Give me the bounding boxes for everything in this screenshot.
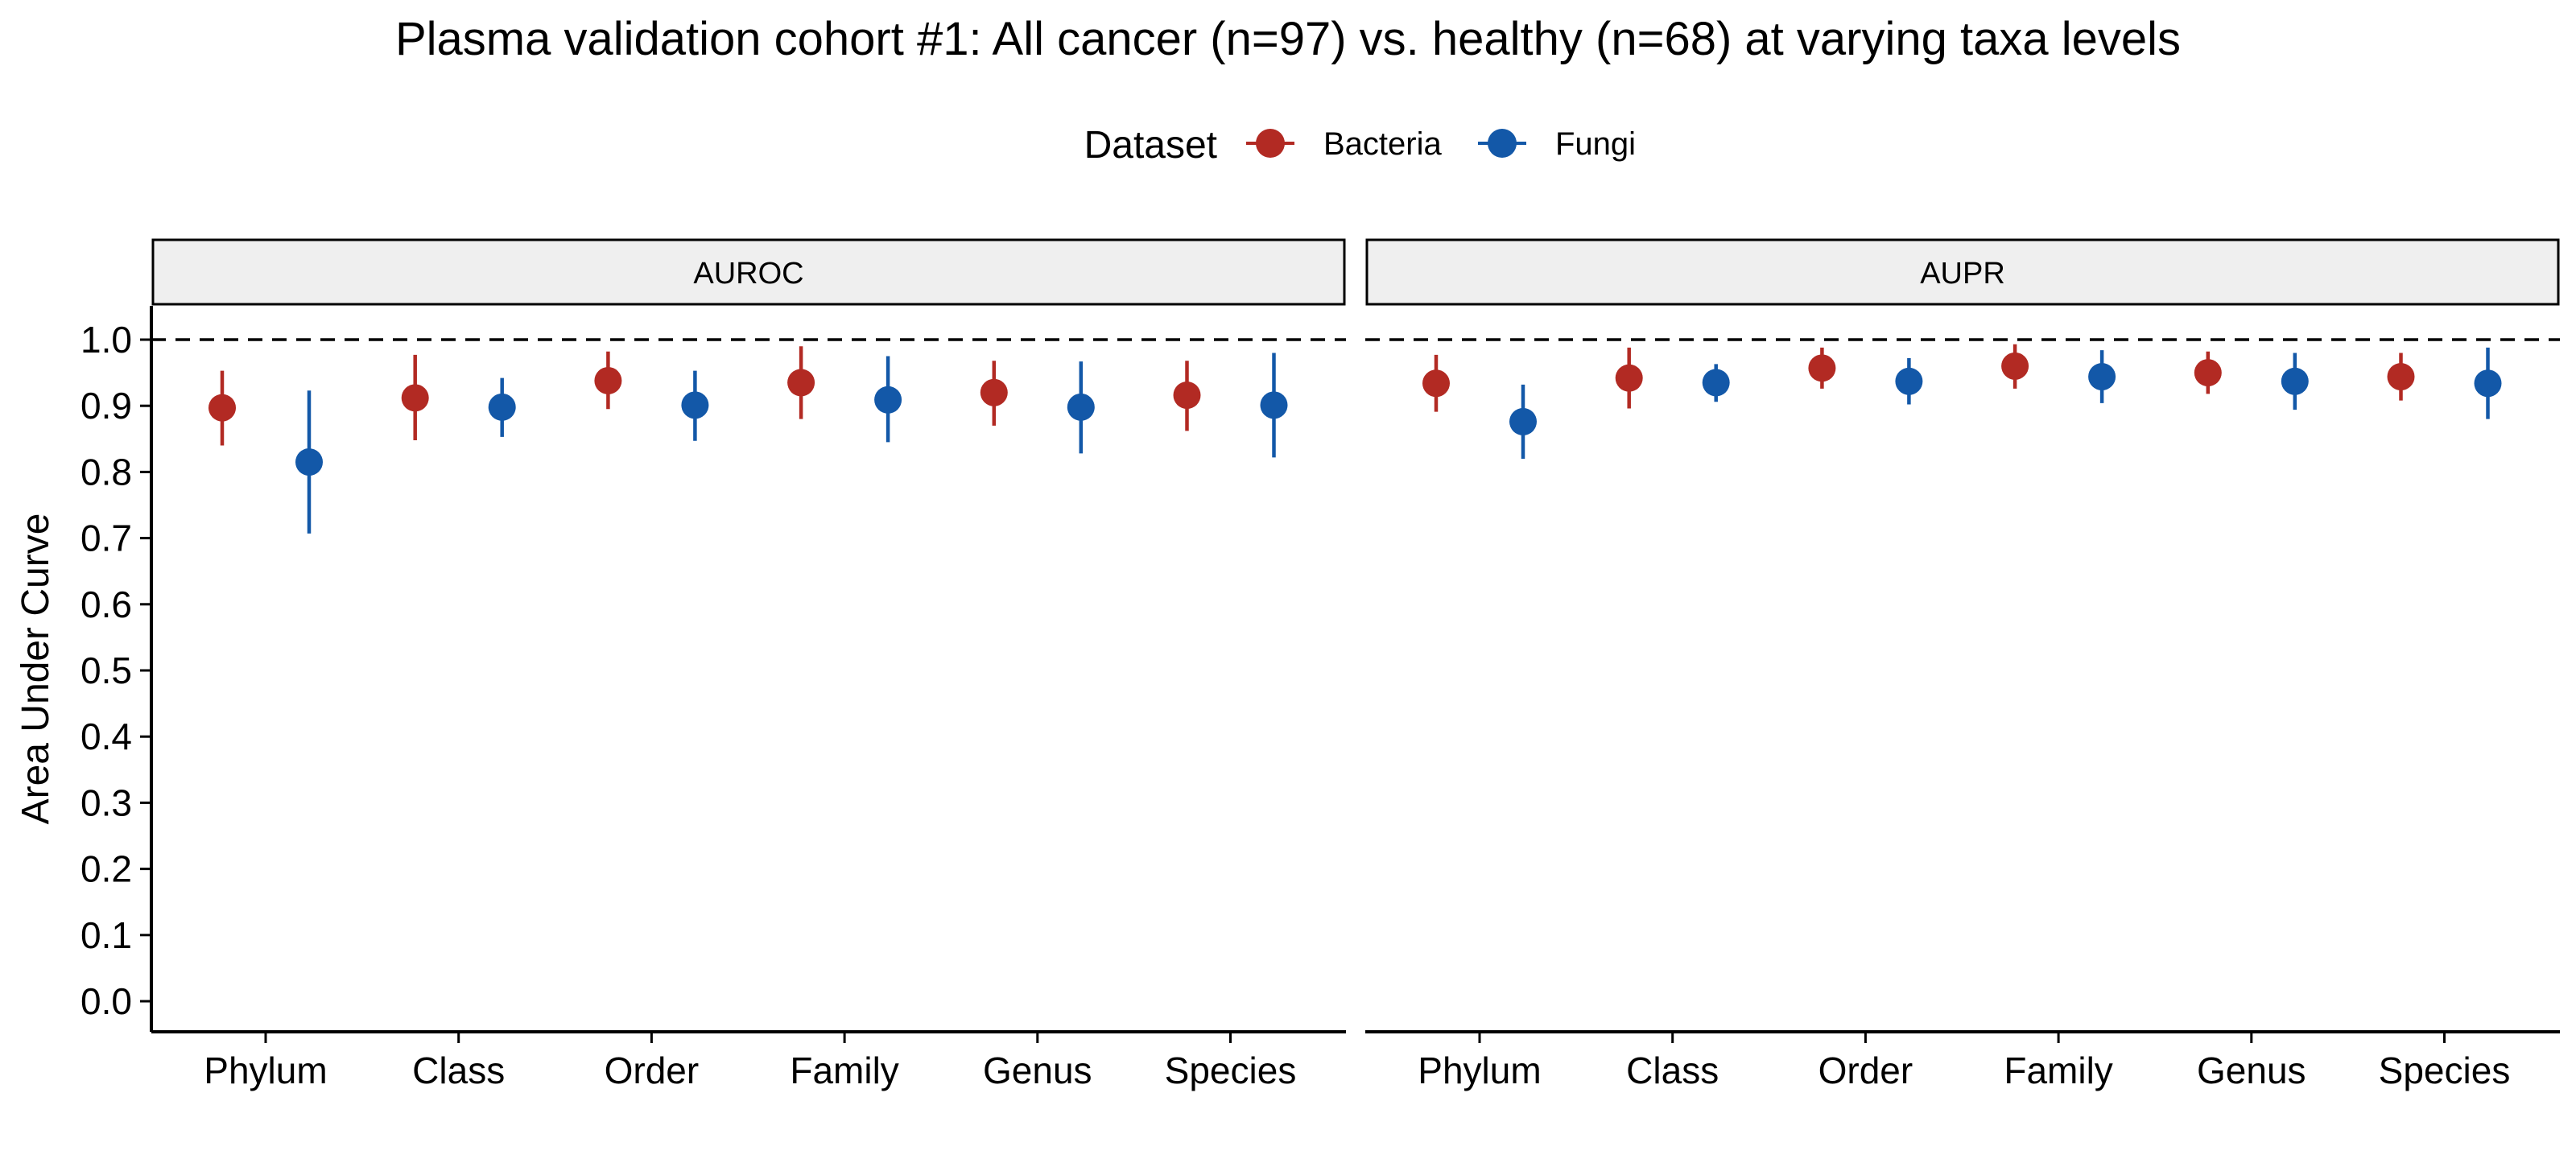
data-point	[1173, 381, 1201, 410]
series-fungi	[1509, 347, 2502, 459]
y-tick-label: 0.0	[80, 980, 132, 1022]
data-point	[1615, 364, 1643, 392]
panel-strip-label: AUROC	[693, 257, 803, 291]
y-tick-label: 0.8	[80, 451, 132, 493]
panel-strip	[151, 238, 1346, 306]
legend-item-bacteria: Bacteria	[1246, 126, 1442, 162]
y-tick-label: 0.1	[80, 914, 132, 956]
data-point	[2001, 352, 2029, 380]
x-tick-label: Phylum	[1418, 1050, 1541, 1091]
data-point	[1260, 391, 1288, 419]
x-tick-label: Family	[790, 1050, 898, 1091]
x-tick-label: Family	[2004, 1050, 2112, 1091]
data-point	[1808, 354, 1836, 382]
y-tick-label: 0.4	[80, 716, 132, 757]
y-tick-label: 0.5	[80, 650, 132, 691]
x-tick-label: Order	[605, 1050, 700, 1091]
data-point	[874, 386, 902, 414]
legend-marker	[1256, 129, 1285, 158]
data-point	[2088, 363, 2116, 391]
data-point	[2194, 359, 2222, 387]
data-point	[681, 391, 709, 419]
x-tick-label: Class	[412, 1050, 505, 1091]
legend-item-fungi: Fungi	[1478, 126, 1636, 162]
data-point	[787, 369, 815, 397]
y-tick-label: 1.0	[80, 319, 132, 361]
series-bacteria	[208, 346, 1201, 446]
y-tick-label: 0.3	[80, 782, 132, 823]
y-tick-label: 0.7	[80, 518, 132, 559]
x-tick-label: Genus	[983, 1050, 1092, 1091]
y-tick-label: 0.9	[80, 385, 132, 427]
legend-marker	[1488, 129, 1517, 158]
data-point	[594, 366, 622, 394]
data-point	[1422, 369, 1450, 398]
data-point	[1509, 407, 1537, 435]
data-point	[488, 393, 516, 421]
x-tick-label: Species	[1165, 1050, 1297, 1091]
data-point	[1067, 393, 1095, 421]
legend: Dataset Bacteria Fungi	[1084, 124, 1636, 167]
data-point	[2474, 369, 2502, 398]
data-point	[1895, 367, 1923, 395]
legend-title: Dataset	[1084, 124, 1217, 167]
y-tick-label: 0.6	[80, 584, 132, 625]
chart-title: Plasma validation cohort #1: All cancer …	[395, 13, 2181, 65]
x-tick-label: Species	[2379, 1050, 2511, 1091]
legend-label: Fungi	[1555, 126, 1636, 162]
y-tick-label: 0.2	[80, 848, 132, 890]
panel-strip-label: AUPR	[1920, 257, 2005, 291]
legend-label: Bacteria	[1323, 126, 1442, 162]
panels: AUROC 0.0 0.1 0.2 0.3 0.4 0.5 0.6 0.7 0.8 0.9 1.0 Ph…	[80, 238, 2560, 1091]
data-point	[980, 378, 1008, 406]
data-point	[208, 394, 236, 422]
panel-strip	[1365, 238, 2560, 306]
x-tick-label: Class	[1626, 1050, 1719, 1091]
data-point	[295, 448, 323, 476]
x-tick-label: Order	[1818, 1050, 1913, 1091]
y-axis-title: Area Under Curve	[14, 513, 57, 825]
series-bacteria	[1422, 344, 2415, 412]
panel-auroc: AUROC 0.0 0.1 0.2 0.3 0.4 0.5 0.6 0.7 0.8 0.9 1.0 Ph…	[80, 238, 1346, 1091]
data-point	[2281, 367, 2309, 395]
x-tick-label: Genus	[2197, 1050, 2306, 1091]
series-fungi	[295, 353, 1288, 534]
x-tick-label: Phylum	[204, 1050, 327, 1091]
data-point	[1702, 369, 1730, 397]
data-point	[401, 384, 429, 412]
data-point	[2387, 363, 2415, 391]
panel-aupr: AUPR Phylum Class Order Family Genus Species	[1365, 238, 2560, 1091]
